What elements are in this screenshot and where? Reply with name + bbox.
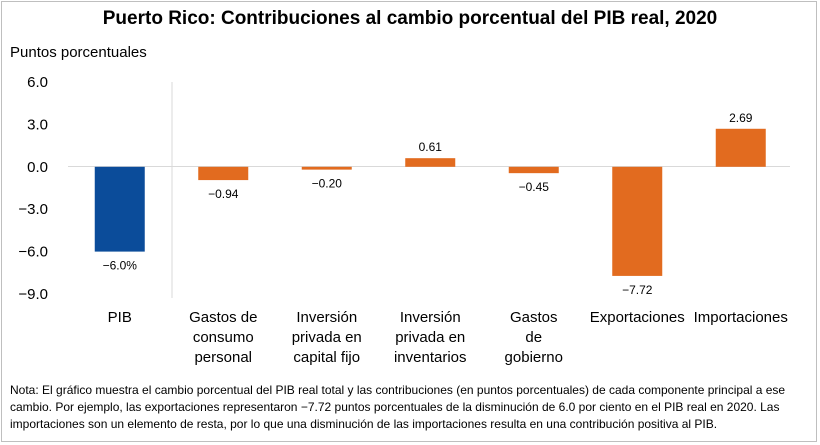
category-label-line: privada en <box>292 329 362 346</box>
category-label: Gastos de consumo personal <box>189 309 257 366</box>
category-label-line: PIB <box>108 309 132 326</box>
footnote: Nota: El gráfico muestra el cambio porce… <box>10 383 786 431</box>
y-tick-label: 0.0 <box>27 159 48 176</box>
data-label: 0.61 <box>419 140 443 154</box>
data-label: −6.0% <box>103 259 138 273</box>
y-tick-label: −6.0 <box>18 244 48 261</box>
category-label: Inversión privada en inventarios <box>394 309 467 366</box>
y-tick-label: −3.0 <box>18 201 48 218</box>
category-label: Gastos de gobierno <box>505 309 563 366</box>
category-label: Importaciones <box>694 309 788 326</box>
data-label: −0.45 <box>519 180 550 194</box>
category-label-line: capital fijo <box>293 349 360 366</box>
category-labels: PIB Gastos de consumo personal Inversión priv… <box>108 309 788 366</box>
data-label: −7.72 <box>622 283 653 297</box>
data-label: −0.20 <box>312 177 343 191</box>
chart-title: Puerto Rico: Contribuciones al cambio po… <box>102 8 718 29</box>
data-labels: −6.0% −0.94 −0.20 0.61 −0.45 −7.72 2.69 <box>103 111 753 297</box>
bar <box>612 166 663 276</box>
bar <box>508 166 559 174</box>
y-tick-label: −9.0 <box>18 286 48 303</box>
category-label-line: personal <box>194 349 252 366</box>
bar <box>94 166 145 252</box>
bar <box>301 166 352 170</box>
data-label: −0.94 <box>208 187 239 201</box>
data-label: 2.69 <box>729 111 753 125</box>
category-label-line: privada en <box>395 329 465 346</box>
category-label-line: Importaciones <box>694 309 788 326</box>
category-label-line: de <box>525 329 542 346</box>
category-label: Exportaciones <box>590 309 685 326</box>
category-label-line: consumo <box>193 329 254 346</box>
category-label: PIB <box>108 309 132 326</box>
bar <box>198 166 249 181</box>
category-label-line: Gastos de <box>189 309 257 326</box>
y-tick-label: 3.0 <box>27 116 48 133</box>
y-axis-label: Puntos porcentuales <box>10 44 147 61</box>
y-tick-labels: 6.0 3.0 0.0 −3.0 −6.0 −9.0 <box>18 74 48 303</box>
category-label-line: Inversión <box>296 309 357 326</box>
category-label-line: Exportaciones <box>590 309 685 326</box>
category-label-line: gobierno <box>505 349 563 366</box>
category-label: Inversión privada en capital fijo <box>292 309 362 366</box>
bar <box>715 128 766 167</box>
category-label-line: Inversión <box>400 309 461 326</box>
category-label-line: inventarios <box>394 349 467 366</box>
category-label-line: Gastos <box>510 309 558 326</box>
y-tick-label: 6.0 <box>27 74 48 91</box>
bars <box>94 128 766 276</box>
bar <box>405 158 456 167</box>
